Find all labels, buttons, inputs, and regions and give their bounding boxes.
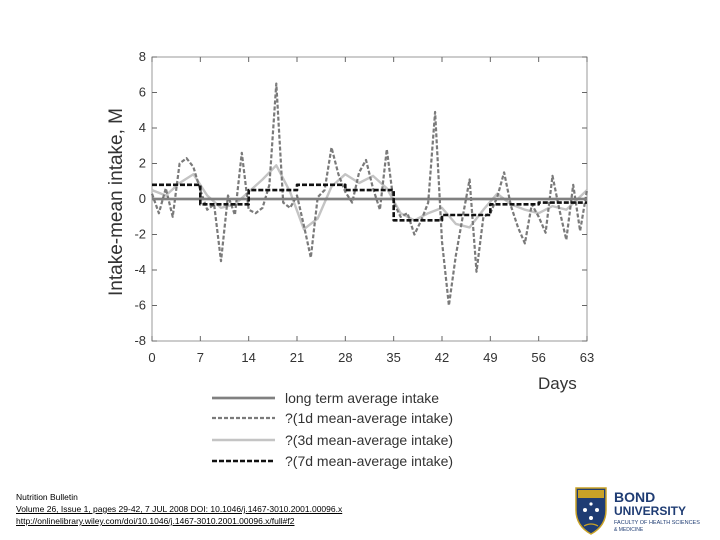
x-axis-label: Days [538, 374, 577, 393]
y-tick-label: -6 [134, 298, 146, 313]
y-tick-label: -2 [134, 227, 146, 242]
y-tick-label: 6 [139, 85, 146, 100]
legend-label: ?(1d mean-average intake) [285, 410, 453, 426]
y-tick-label: -4 [134, 262, 146, 277]
y-tick-label: 4 [139, 120, 146, 135]
series-lines [150, 82, 589, 307]
citation-volume-link[interactable]: Volume 26, Issue 1, pages 29-42, 7 JUL 2… [16, 504, 343, 514]
legend-label: long term average intake [285, 390, 439, 406]
citation-url-link[interactable]: http://onlinelibrary.wiley.com/doi/10.10… [16, 516, 295, 526]
x-tick-label: 7 [197, 350, 204, 365]
logo-line2: UNIVERSITY [614, 504, 686, 518]
logo-line4: & MEDICINE [614, 527, 644, 533]
y-axis-label: Intake-mean intake, M [106, 108, 127, 296]
legend-label: ?(3d mean-average intake) [285, 432, 453, 448]
bond-university-logo: BOND UNIVERSITY FACULTY OF HEALTH SCIENC… [575, 487, 700, 535]
journal-name: Nutrition Bulletin [16, 492, 78, 502]
citation: Nutrition Bulletin Volume 26, Issue 1, p… [16, 491, 342, 527]
y-tick-label: 8 [139, 49, 146, 64]
logo-line1: BOND [614, 489, 655, 505]
legend-label: ?(7d mean-average intake) [285, 453, 453, 469]
intake-chart: 0 7 14 21 28 35 42 49 56 63 -8 -6 -4 -2 0 2 4 6 8 long ter… [106, 49, 594, 469]
x-tick-label: 28 [338, 350, 352, 365]
series-line-2 [151, 164, 588, 231]
series-line-1 [150, 82, 589, 307]
x-tick-label: 56 [531, 350, 545, 365]
crest-icon [575, 487, 607, 535]
x-tick-label: 21 [290, 350, 304, 365]
x-tick-label: 63 [580, 350, 594, 365]
y-tick-label: 2 [139, 156, 146, 171]
legend: long term average intake ?(1d mean-averag… [212, 390, 453, 469]
x-tick-label: 49 [483, 350, 497, 365]
y-tick-label: -8 [134, 333, 146, 348]
x-tick-label: 14 [241, 350, 255, 365]
series-line-3 [152, 183, 587, 222]
x-tick-label: 35 [386, 350, 400, 365]
x-tick-label: 0 [148, 350, 155, 365]
axes: 0 7 14 21 28 35 42 49 56 63 -8 -6 -4 -2 0 2 4 6 8 [134, 49, 594, 365]
x-tick-label: 42 [435, 350, 449, 365]
logo-line3: FACULTY OF HEALTH SCIENCES [614, 520, 700, 526]
y-tick-label: 0 [139, 191, 146, 206]
